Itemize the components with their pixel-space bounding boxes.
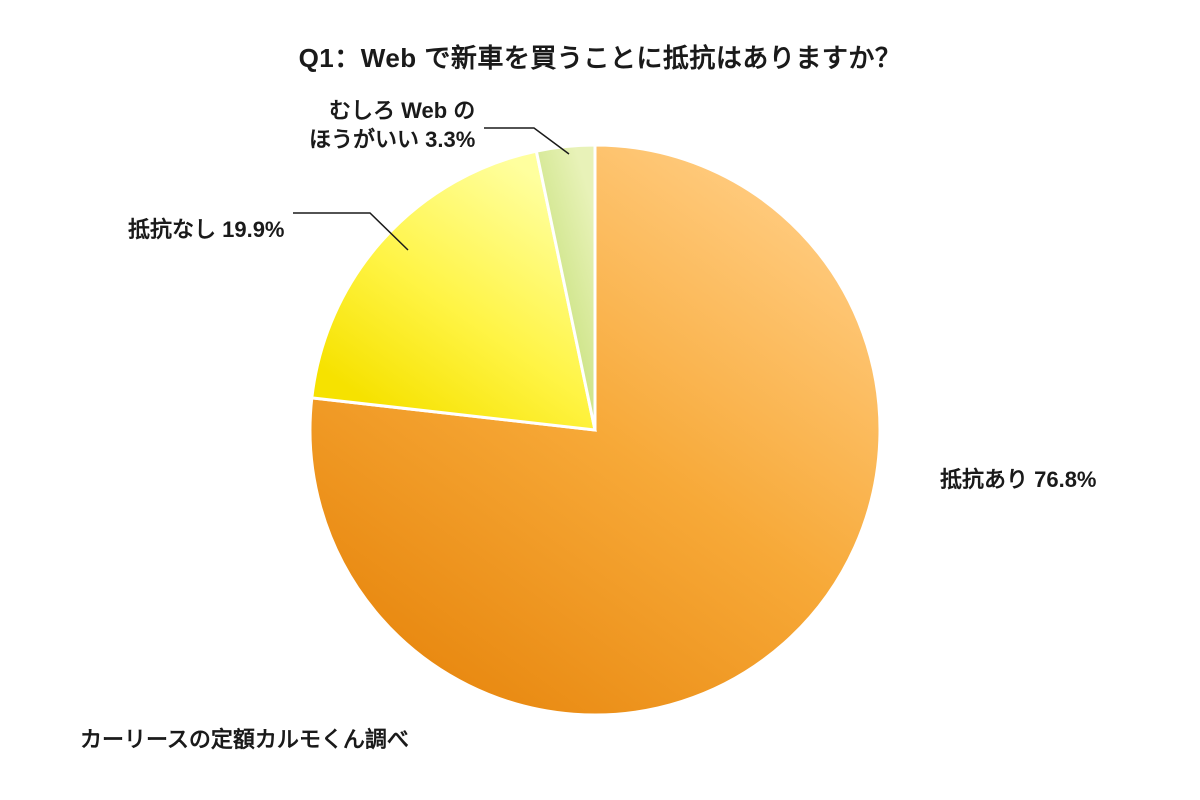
source-attribution: カーリースの定額カルモくん調べ	[80, 722, 409, 754]
slice-label-prefer-web: むしろ Web のほうがいい 3.3%	[309, 96, 475, 155]
pie-chart	[0, 0, 1200, 800]
slice-label-no-resistance: 抵抗なし 19.9%	[128, 215, 285, 245]
chart-stage: Q1：Web で新車を買うことに抵抗はありますか？ 抵抗あり 76.8% 抵抗な…	[0, 0, 1200, 800]
slice-label-has-resistance: 抵抗あり 76.8%	[940, 465, 1097, 495]
